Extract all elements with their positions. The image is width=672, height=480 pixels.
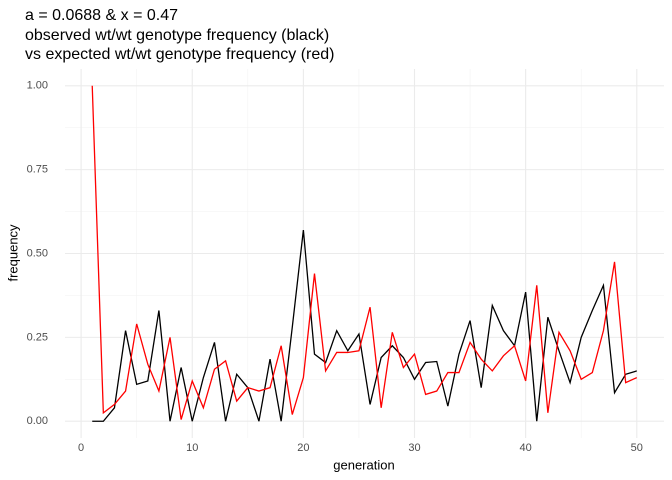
x-tick-label: 50 — [631, 442, 643, 454]
x-tick-label: 10 — [186, 442, 198, 454]
y-tick-label: 1.00 — [27, 80, 48, 92]
x-axis-label: generation — [333, 457, 394, 472]
data-line — [91, 85, 638, 420]
x-tick-label: 40 — [520, 442, 532, 454]
y-tick-label: 0.50 — [27, 247, 48, 259]
y-tick-label: 0.75 — [27, 164, 48, 176]
y-tick-label: 0.25 — [27, 331, 48, 343]
chart-title: vs expected wt/wt genotype frequency (re… — [25, 46, 335, 63]
chart-title: observed wt/wt genotype frequency (black… — [25, 27, 329, 44]
x-tick-label: 20 — [297, 442, 309, 454]
y-axis-label: frequency — [5, 224, 20, 282]
x-tick-label: 30 — [408, 442, 420, 454]
x-tick-label: 0 — [78, 442, 84, 454]
data-line — [92, 229, 637, 422]
chart-title: a = 0.0688 & x = 0.47 — [25, 7, 178, 24]
y-tick-label: 0.00 — [27, 415, 48, 427]
